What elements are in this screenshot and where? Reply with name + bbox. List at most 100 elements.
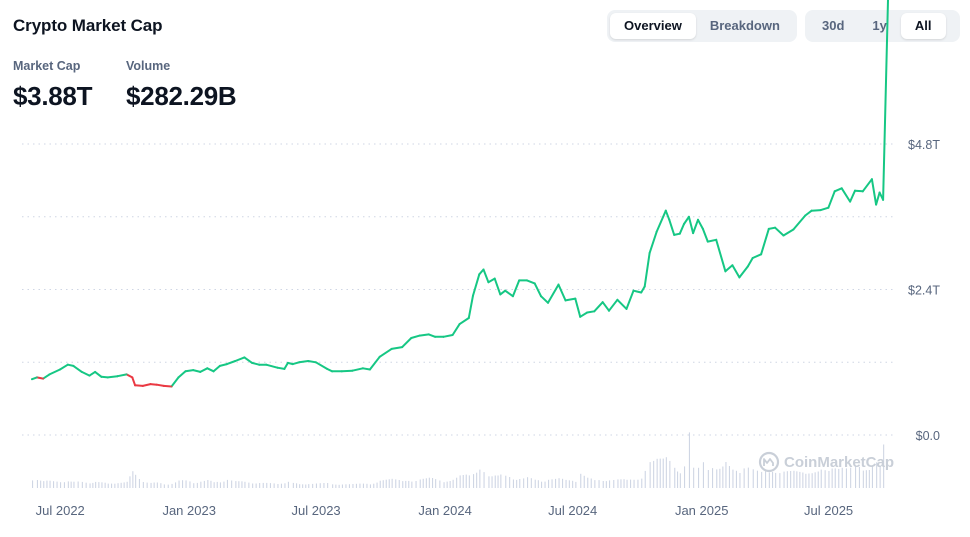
- volume-bar: [707, 470, 709, 488]
- line-segment: [861, 178, 873, 193]
- data-point: [616, 298, 619, 301]
- volume-bar: [580, 473, 582, 488]
- volume-bar: [609, 480, 611, 488]
- x-tick-label: Jan 2023: [162, 503, 216, 518]
- data-point: [458, 323, 461, 325]
- volume-bar: [101, 482, 103, 488]
- range-1y-button[interactable]: 1y: [872, 18, 887, 33]
- data-point: [564, 299, 567, 302]
- volume-bar: [269, 483, 271, 488]
- data-point: [298, 361, 300, 364]
- range-30d-button[interactable]: 30d: [822, 18, 845, 33]
- volume-bar: [132, 471, 134, 488]
- line-segment: [42, 373, 51, 380]
- volume-bar: [432, 478, 434, 488]
- volume-bar: [142, 482, 144, 488]
- data-point: [467, 317, 470, 319]
- line-segment: [243, 356, 254, 364]
- line-segment: [298, 360, 310, 364]
- watermark: CoinMarketCap: [758, 451, 894, 473]
- volume-bar: [443, 482, 445, 488]
- line-segment: [206, 367, 215, 373]
- volume-bar: [352, 484, 354, 488]
- line-segment: [378, 347, 393, 358]
- volume-bar: [73, 481, 75, 488]
- data-point: [199, 371, 202, 373]
- volume-bar: [379, 480, 381, 488]
- data-point: [774, 226, 776, 229]
- volume-stat: Volume $282.29B: [126, 59, 237, 112]
- volume-bar: [802, 472, 804, 488]
- data-point: [378, 355, 381, 358]
- line-segment: [738, 265, 749, 279]
- volume-bar: [516, 479, 518, 488]
- volume-bar: [299, 484, 301, 488]
- volume-bar: [805, 473, 807, 488]
- data-point: [42, 377, 45, 380]
- volume-bar: [602, 481, 604, 488]
- line-segment: [767, 226, 777, 230]
- data-point: [478, 273, 481, 276]
- volume-bar: [266, 482, 268, 488]
- tab-breakdown[interactable]: Breakdown: [709, 18, 780, 33]
- line-segment: [601, 301, 610, 312]
- volume-bar: [210, 480, 212, 488]
- data-point: [251, 362, 254, 364]
- line-segment: [265, 363, 279, 369]
- x-tick-label: Jul 2022: [36, 503, 85, 518]
- line-segment: [234, 356, 246, 362]
- volume-bar: [446, 481, 448, 488]
- line-segment: [875, 191, 881, 206]
- data-point: [258, 363, 260, 366]
- data-point: [702, 228, 704, 230]
- view-toggle: Overview Breakdown: [607, 10, 797, 42]
- line-segment: [593, 301, 604, 313]
- coinmarketcap-logo-icon: [758, 451, 780, 473]
- volume-bar: [419, 479, 421, 488]
- data-point: [192, 369, 195, 371]
- volume-bar: [439, 480, 441, 488]
- line-segment: [557, 283, 567, 302]
- data-point: [331, 370, 333, 373]
- volume-bar: [213, 482, 215, 488]
- volume-bar: [126, 481, 128, 488]
- volume-bar: [196, 482, 198, 488]
- volume-bar: [114, 483, 116, 488]
- data-point: [533, 282, 536, 285]
- x-tick-label: Jul 2025: [804, 503, 853, 518]
- data-point: [871, 178, 873, 181]
- tab-overview[interactable]: Overview: [610, 13, 696, 39]
- volume-bar: [575, 481, 577, 488]
- volume-bar: [541, 481, 543, 488]
- volume-bar: [811, 473, 813, 488]
- volume-bar: [428, 477, 430, 488]
- data-point: [418, 334, 421, 337]
- volume-bar: [362, 483, 364, 488]
- line-segment: [351, 367, 364, 372]
- volume-bar: [355, 483, 357, 488]
- data-point: [579, 315, 582, 318]
- volume-bar: [238, 481, 240, 488]
- data-point: [116, 375, 119, 378]
- line-segment: [574, 297, 582, 318]
- volume-bar: [425, 478, 427, 488]
- volume-bar: [684, 466, 686, 488]
- volume-bar: [793, 470, 795, 488]
- range-all-button[interactable]: All: [900, 13, 946, 39]
- x-tick-label: Jul 2024: [548, 503, 597, 518]
- line-segment: [276, 366, 286, 370]
- volume-bar: [348, 484, 350, 488]
- volume-bar: [422, 478, 424, 488]
- volume-bar: [512, 479, 514, 488]
- line-segment: [540, 295, 549, 304]
- volume-bar: [129, 476, 131, 488]
- line-segment: [547, 283, 560, 304]
- line-segment: [472, 273, 481, 297]
- line-segment: [225, 360, 237, 366]
- data-point: [731, 264, 734, 267]
- volume-bar: [402, 481, 404, 488]
- volume-bar: [838, 468, 840, 488]
- volume-bar: [255, 483, 257, 488]
- volume-bar: [345, 484, 347, 488]
